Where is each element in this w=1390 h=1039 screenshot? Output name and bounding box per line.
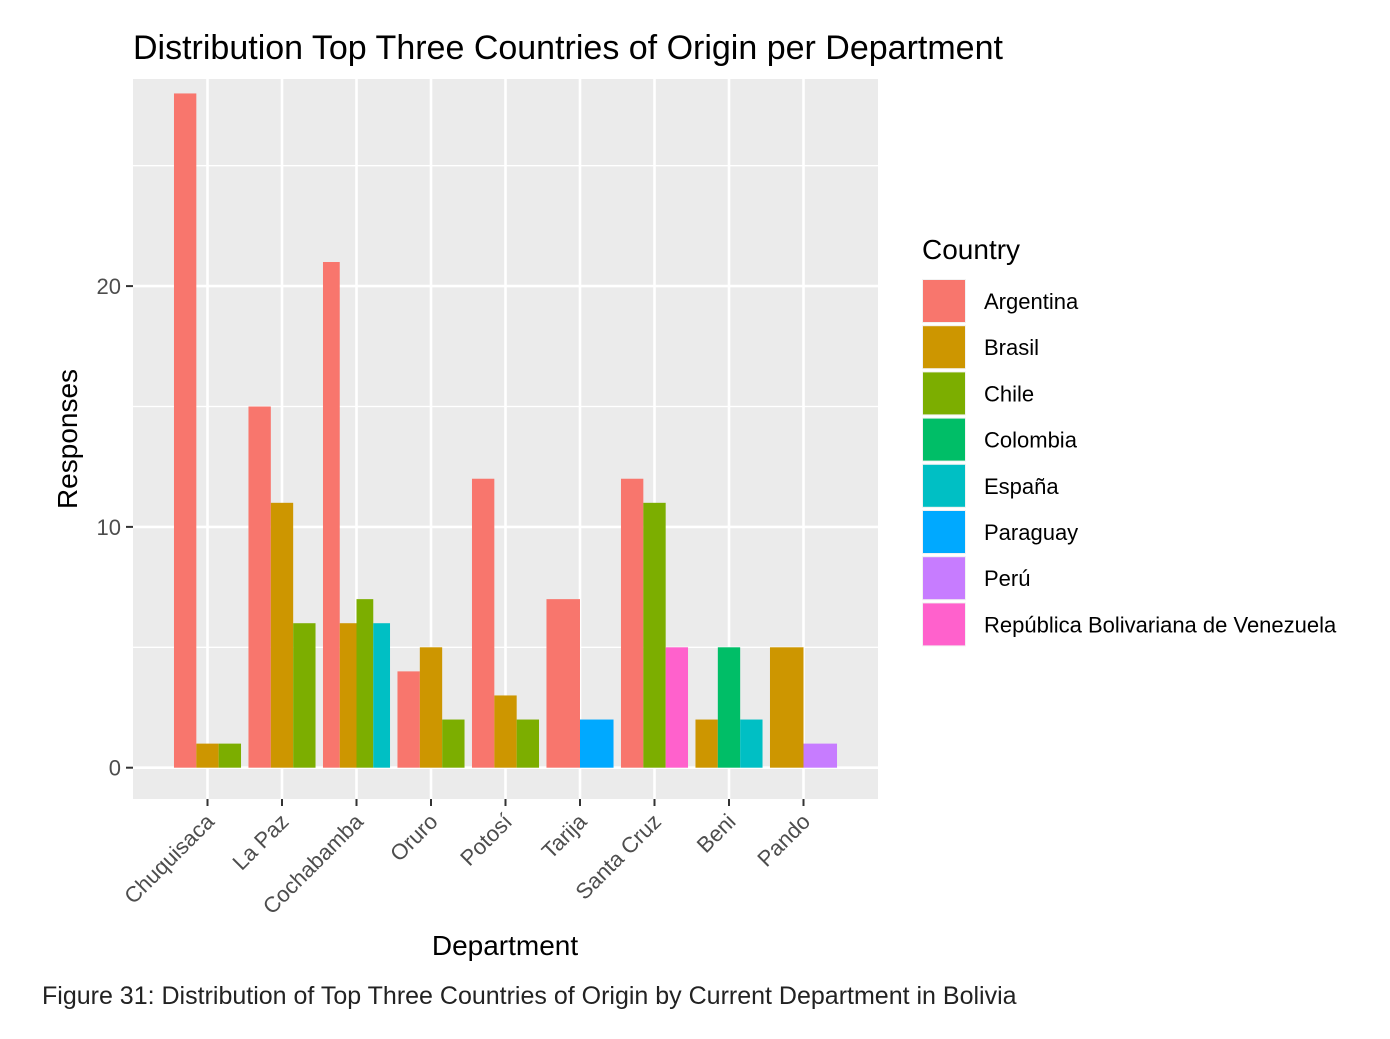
legend-label: Argentina bbox=[984, 289, 1079, 314]
legend-swatch-colombia bbox=[923, 418, 965, 461]
y-tick-label: 20 bbox=[97, 274, 121, 299]
legend-label: Brasil bbox=[984, 335, 1039, 360]
bar-rep-blica-bolivariana-de-venezuela-santa-cruz bbox=[665, 647, 689, 768]
x-tick-label: Tarija bbox=[537, 808, 592, 863]
legend-label: Perú bbox=[984, 566, 1030, 591]
bar-argentina-tarija bbox=[546, 599, 580, 768]
y-axis-title: Responses bbox=[52, 369, 83, 509]
x-axis-title: Department bbox=[432, 930, 579, 961]
figure-caption: Figure 31: Distribution of Top Three Cou… bbox=[42, 982, 1017, 1010]
bar-chile-oruro bbox=[442, 719, 465, 768]
x-tick-label: Pando bbox=[752, 809, 815, 872]
x-tick-label: Beni bbox=[692, 809, 741, 858]
bar-brasil-oruro bbox=[419, 647, 443, 768]
bar-colombia-beni bbox=[717, 647, 741, 768]
bar-argentina-chuquisaca bbox=[173, 93, 197, 768]
bar-argentina-cochabamba bbox=[322, 262, 340, 768]
bar-chile-santa-cruz bbox=[643, 502, 666, 768]
y-tick-label: 10 bbox=[97, 515, 121, 540]
legend-label: Chile bbox=[984, 381, 1034, 406]
legend-label: Colombia bbox=[984, 428, 1078, 453]
x-tick-label: Oruro bbox=[385, 809, 442, 866]
legend-label: Paraguay bbox=[984, 520, 1078, 545]
bar-brasil-pando bbox=[769, 647, 804, 768]
legend: Argentina Brasil Chile Colombia España Paragu… bbox=[922, 279, 1337, 647]
chart-title: Distribution Top Three Countries of Orig… bbox=[133, 29, 1003, 67]
bar-brasil-cochabamba bbox=[339, 623, 357, 768]
legend-swatch-espa-a bbox=[923, 464, 965, 507]
legend-swatch-paraguay bbox=[923, 511, 965, 553]
bar-brasil-beni bbox=[695, 719, 718, 768]
legend-label: República Bolivariana de Venezuela bbox=[984, 612, 1337, 637]
legend-swatch-argentina bbox=[923, 280, 965, 322]
bar-espa-a-cochabamba bbox=[373, 623, 391, 768]
bar-espa-a-beni bbox=[740, 719, 763, 768]
legend-title: Country bbox=[922, 234, 1020, 265]
bar-argentina-la-paz bbox=[248, 406, 271, 768]
bar-paraguay-tarija bbox=[580, 719, 614, 768]
bar-brasil-la-paz bbox=[270, 502, 294, 768]
legend-swatch-brasil bbox=[923, 326, 965, 369]
bar-argentina-oruro bbox=[397, 671, 420, 768]
x-tick-label: La Paz bbox=[227, 809, 293, 875]
bar-argentina-santa-cruz bbox=[620, 478, 644, 768]
bar-chile-chuquisaca bbox=[218, 743, 242, 768]
bar-brasil-potos- bbox=[494, 695, 517, 768]
legend-label: España bbox=[984, 474, 1059, 499]
bar-chile-potos- bbox=[516, 719, 540, 768]
x-tick-label: Potosí bbox=[455, 809, 517, 871]
x-tick-label: Chuquisaca bbox=[119, 808, 219, 908]
legend-swatch-per- bbox=[923, 557, 965, 600]
legend-swatch-rep-blica-bolivariana-de-venezuela bbox=[923, 603, 965, 646]
legend-swatch-chile bbox=[923, 372, 965, 415]
bar-chile-cochabamba bbox=[356, 599, 374, 768]
bars bbox=[173, 93, 838, 768]
bar-per--pando bbox=[803, 743, 838, 768]
y-tick-label: 0 bbox=[109, 756, 121, 781]
bar-argentina-potos- bbox=[471, 478, 495, 768]
bar-chile-la-paz bbox=[293, 623, 316, 768]
bar-brasil-chuquisaca bbox=[196, 743, 219, 768]
